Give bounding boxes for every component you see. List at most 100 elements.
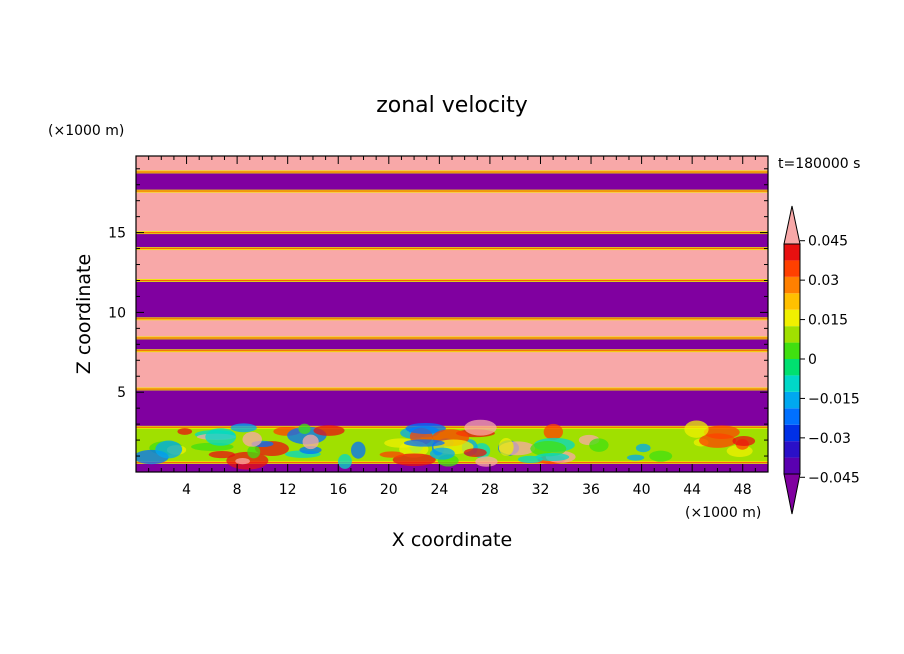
colorbar-segment [784,375,800,392]
turbulence-blob [337,454,352,469]
colorbar-segment [784,359,800,376]
band-edge-core [136,318,768,320]
x-tick-label: 48 [734,482,752,498]
turbulence-blob [626,454,645,461]
colorbar-max-extension [783,205,801,245]
x-tick-label: 4 [182,482,191,498]
x-tick-label: 8 [233,482,242,498]
colorbar-segment [784,424,800,442]
turbulence-blob [403,439,445,447]
band-edge-core [136,171,768,173]
colorbar-tick-label: 0 [808,352,817,368]
y-tick-label: 5 [117,385,126,401]
turbulence-blob [405,422,446,434]
colorbar-tick-label: 0.03 [808,273,839,289]
colorbar-segment [784,408,800,425]
colorbar-segment [784,457,800,474]
turbulence-blob [299,446,322,454]
colorbar-segment [784,441,800,458]
band-edge-core [136,337,768,339]
colorbar-segment [784,276,800,294]
band-edge-core [136,350,768,352]
x-axis-title: X coordinate [392,529,512,551]
turbulence-blob [208,451,236,459]
x-tick-label: 16 [329,482,347,498]
field-band-7 [136,248,768,281]
band-edge-core [136,426,768,428]
x-tick-label: 20 [380,482,398,498]
turbulence-blob [302,434,319,450]
turbulence-blob [230,423,257,433]
band-edge-core [136,248,768,250]
y-axis-title: Z coordinate [73,254,95,374]
colorbar-segment [784,391,800,409]
turbulence-blob [155,440,183,459]
chart-title: zonal velocity [376,93,528,118]
x-tick-label: 40 [633,482,651,498]
field-band-2 [136,389,768,428]
colorbar: 0.045 0.03 0.015 0 −0.015 −0.03 −0.045 [783,205,860,515]
turbulence-blob [535,453,570,462]
colorbar-segment [784,293,800,310]
colorbar-tick-label: −0.015 [808,391,860,407]
band-edge-core [136,279,768,281]
turbulence-blob [235,457,250,465]
x-tick-label: 44 [683,482,701,498]
turbulence-blob [298,423,311,435]
field-band-6 [136,280,768,319]
turbulence-blob [379,451,405,458]
turbulence-blob [464,419,497,436]
turbulence-blob [732,436,756,447]
x-tick-label: 28 [481,482,499,498]
colorbar-tick-label: 0.045 [808,234,848,250]
turbulence-blob [392,453,436,467]
colorbar-segment [784,309,800,327]
band-edge-core [136,232,768,234]
colorbar-min-extension [783,473,801,515]
x-axis: 4 8 12 16 20 24 28 32 36 40 44 48 [148,156,756,498]
colorbar-segment [784,342,800,359]
plot-area [136,156,768,472]
turbulence-blob [649,450,673,462]
turbulence-blob [684,420,709,438]
turbulence-blob [698,433,737,448]
turbulence-blob [350,441,366,459]
colorbar-segment [784,244,800,261]
turbulence-blob [242,431,262,447]
turbulence-blob [463,448,487,458]
y-tick-label: 10 [108,305,126,321]
x-tick-label: 32 [532,482,550,498]
turbulence-blob [205,428,237,446]
turbulence-blob [635,443,651,453]
turbulence-blob [543,423,564,440]
turbulence-blob [177,428,193,435]
band-edge-core [136,388,768,390]
turbulence-blob [429,447,455,460]
field-band-11 [136,156,768,172]
colorbar-tick-label: −0.03 [808,431,851,447]
y-axis: 5 10 15 [108,168,768,457]
field-band-3 [136,350,768,390]
field-band-10 [136,171,768,192]
colorbar-segment [784,326,800,343]
colorbar-segment [784,260,800,277]
colorbar-tick-label: −0.045 [808,470,860,486]
x-tick-label: 36 [582,482,600,498]
field-band-0 [136,462,768,472]
field-band-8 [136,232,768,249]
x-tick-label: 12 [279,482,297,498]
band-edge-core [136,190,768,192]
field-band-9 [136,191,768,233]
field-band-5 [136,318,768,338]
turbulence-blob [498,437,514,456]
time-label: t=180000 s [778,156,860,172]
turbulence-blob [313,425,345,436]
field-band-4 [136,337,768,351]
turbulence-blob [475,456,498,467]
turbulence-blob [589,438,609,452]
colorbar-tick-label: 0.015 [808,313,848,329]
x-unit-label: (×1000 m) [685,505,761,521]
z-unit-label: (×1000 m) [48,123,124,139]
turbulence-blob [530,440,567,457]
